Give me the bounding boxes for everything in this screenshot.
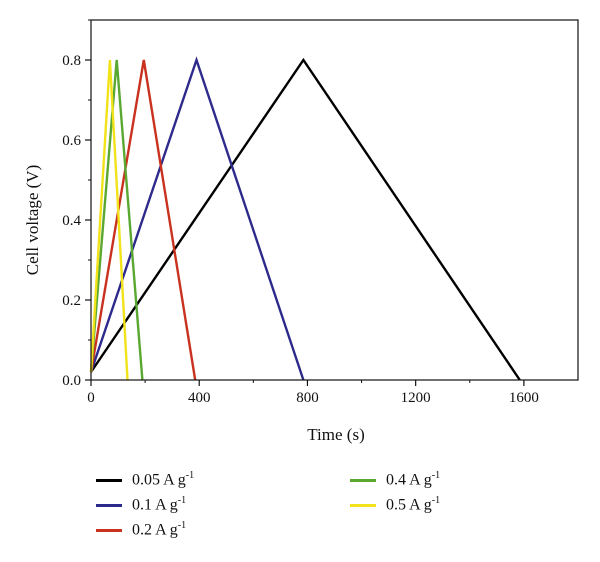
series-layer [89,56,521,381]
legend-label: 0.05 A g-1 [132,470,194,489]
x-tick-label: 1200 [401,390,431,406]
x-tick-label: 1600 [509,390,539,406]
legend-label-exponent: -1 [185,470,195,482]
legend: 0.05 A g-1 0.1 A g-1 0.2 A g-1 0.4 A g-1 0.5… [96,469,516,549]
legend-label: 0.4 A g-1 [386,470,440,489]
plot-frame [90,19,579,381]
legend-swatch [96,478,122,482]
legend-label-exponent: -1 [177,520,187,532]
legend-label-text: 0.05 A g [132,471,186,489]
y-tick-label: 0.8 [62,53,81,69]
y-tick-label: 0.2 [62,293,81,309]
legend-swatch [350,478,376,482]
y-tick-label: 0.0 [62,373,81,389]
legend-label: 0.5 A g-1 [386,495,440,514]
x-tick-label: 800 [296,390,319,406]
legend-item: 0.4 A g-1 [350,469,440,491]
legend-label-text: 0.2 A g [132,521,178,539]
legend-swatch [350,503,376,507]
x-tick-label: 400 [188,390,211,406]
y-axis-title: Cell voltage (V) [23,165,42,275]
legend-label-exponent: -1 [431,495,441,507]
series-line-0-5-a-g-1 [89,59,129,381]
x-axis-title: Time (s) [307,425,364,444]
legend-item: 0.1 A g-1 [96,494,186,516]
legend-label: 0.1 A g-1 [132,495,186,514]
legend-label-exponent: -1 [431,470,441,482]
legend-swatch [96,528,122,532]
legend-label-text: 0.4 A g [386,471,432,489]
legend-item: 0.2 A g-1 [96,519,186,541]
y-tick-label: 0.6 [62,133,81,149]
legend-label-exponent: -1 [177,495,187,507]
axis-layer: 0 400 800 1200 1600 0.0 0.2 0.4 0.6 0.8 [62,19,579,406]
legend-item: 0.05 A g-1 [96,469,194,491]
legend-label-text: 0.5 A g [386,496,432,514]
legend-label: 0.2 A g-1 [132,520,186,539]
legend-label-text: 0.1 A g [132,496,178,514]
y-tick-label: 0.4 [62,213,81,229]
series-line-0-4-a-g-1 [89,59,144,381]
legend-item: 0.5 A g-1 [350,494,440,516]
series-line-0-05-a-g-1 [90,57,521,381]
x-tick-label: 0 [87,390,95,406]
series-line-0-2-a-g-1 [89,59,197,381]
series-line-0-1-a-g-1 [89,56,305,381]
legend-swatch [96,503,122,507]
